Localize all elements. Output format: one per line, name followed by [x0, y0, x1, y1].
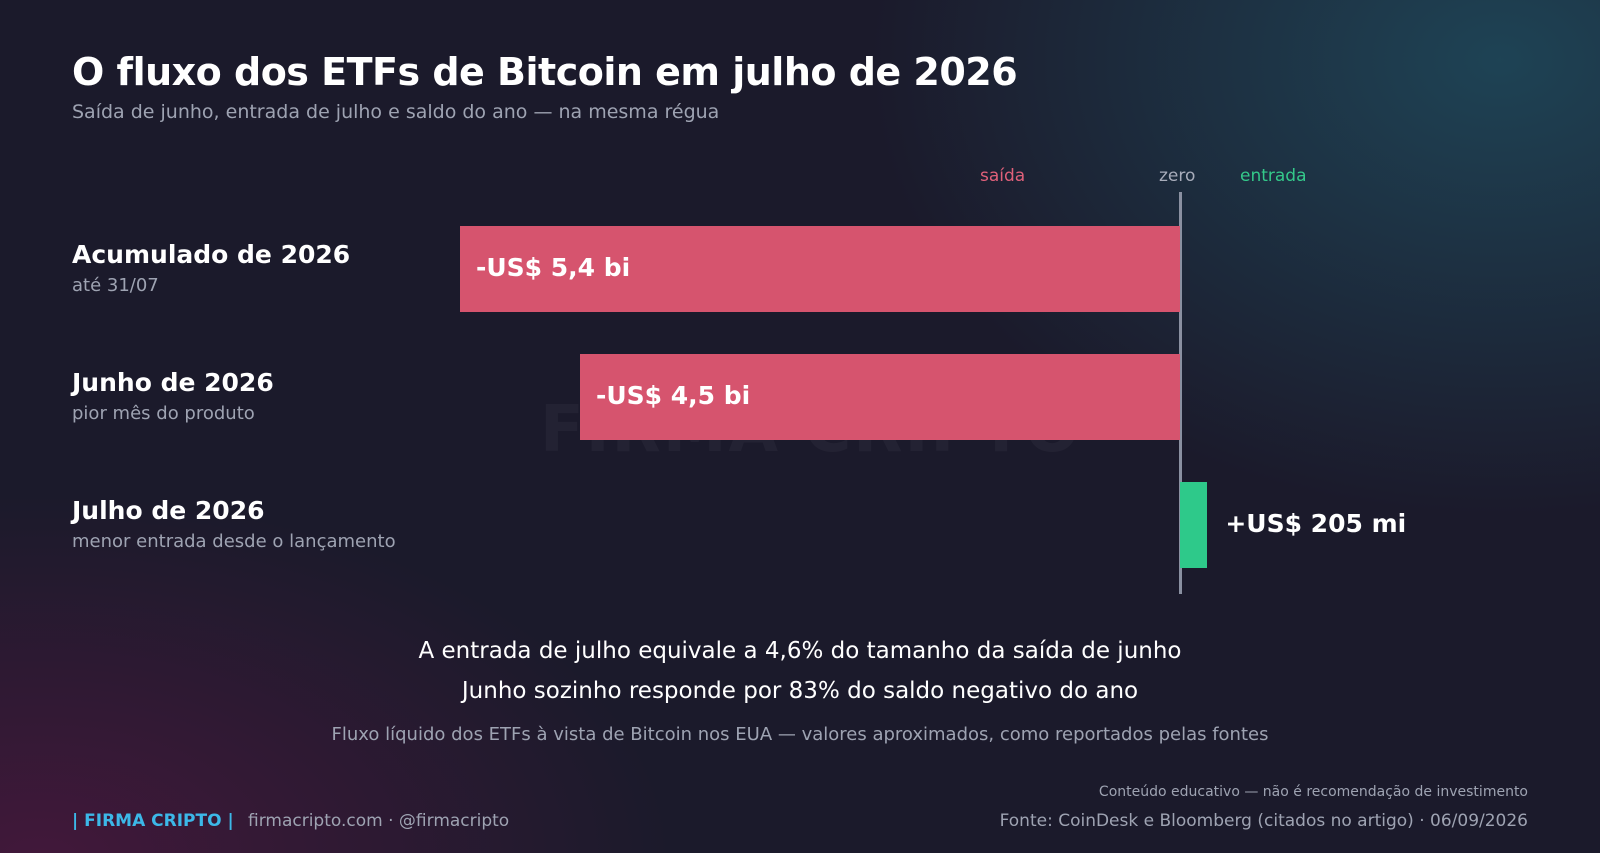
- disclaimer: Conteúdo educativo — não é recomendação …: [1098, 784, 1528, 800]
- methodology-note: Fluxo líquido dos ETFs à vista de Bitcoi…: [331, 724, 1269, 745]
- page-subtitle: Saída de junho, entrada de julho e saldo…: [72, 101, 720, 123]
- bar-value-label-acumulado: -US$ 5,4 bi: [476, 253, 631, 282]
- row-subtitle: menor entrada desde o lançamento: [72, 531, 396, 552]
- row-subtitle: pior mês do produto: [72, 403, 255, 424]
- brand-logo: | FIRMA CRIPTO |: [72, 811, 234, 831]
- bar-value-label-julho: +US$ 205 mi: [1225, 509, 1407, 538]
- bar-junho: [580, 354, 1180, 440]
- row-title: Junho de 2026: [72, 368, 274, 397]
- row-label-julho: Julho de 2026 menor entrada desde o lanç…: [72, 496, 396, 552]
- zero-axis-line: [1179, 192, 1182, 594]
- source-credit: Fonte: CoinDesk e Bloomberg (citados no …: [999, 811, 1528, 831]
- page-title: O fluxo dos ETFs de Bitcoin em julho de …: [72, 50, 1018, 94]
- row-title: Julho de 2026: [72, 496, 265, 525]
- row-title: Acumulado de 2026: [72, 240, 351, 269]
- axis-label-entrada: entrada: [1240, 166, 1307, 186]
- bar-value-label-junho: -US$ 4,5 bi: [596, 381, 751, 410]
- bar-julho: [1180, 482, 1208, 568]
- row-subtitle: até 31/07: [72, 275, 159, 296]
- row-label-junho: Junho de 2026 pior mês do produto: [72, 368, 274, 424]
- insight-line-1: A entrada de julho equivale a 4,6% do ta…: [418, 638, 1182, 664]
- row-label-acumulado: Acumulado de 2026 até 31/07: [72, 240, 350, 296]
- insight-line-2: Junho sozinho responde por 83% do saldo …: [461, 678, 1139, 704]
- site-handle: firmacripto.com · @firmacripto: [248, 811, 510, 831]
- bar-acumulado: [460, 226, 1180, 312]
- axis-label-saida: saída: [980, 166, 1026, 186]
- axis-label-zero: zero: [1159, 166, 1196, 186]
